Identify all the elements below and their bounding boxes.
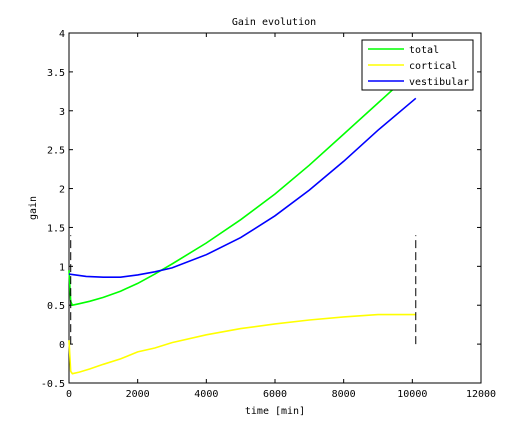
- x-tick-label: 0: [66, 389, 72, 400]
- x-tick-label: 10000: [397, 389, 427, 400]
- series-line-cortical: [68, 313, 416, 375]
- x-axis-label: time [min]: [245, 406, 305, 417]
- series-lines: [68, 71, 417, 375]
- x-tick-label: 2000: [126, 389, 150, 400]
- y-tick-label: 0: [59, 340, 65, 351]
- y-tick-label: 0.5: [47, 301, 65, 312]
- legend-label-total: total: [409, 45, 439, 56]
- x-tick-label: 8000: [332, 389, 356, 400]
- y-axis-label: gain: [28, 196, 39, 220]
- axis-ticks: 0 2000 4000 6000 8000 10000 12000-0.500.511.52…: [41, 29, 496, 400]
- y-tick-label: -0.5: [41, 379, 65, 390]
- y-tick-label: 1: [59, 262, 65, 273]
- y-tick-label: 1.5: [47, 223, 65, 234]
- y-tick-label: 2: [59, 185, 65, 196]
- y-tick-label: 4: [59, 29, 65, 40]
- vertical-markers: [70, 235, 417, 345]
- y-tick-label: 2.5: [47, 146, 65, 157]
- x-tick-label: 6000: [263, 389, 287, 400]
- x-tick-label: 12000: [466, 389, 496, 400]
- x-tick-label: 4000: [194, 389, 218, 400]
- series-line-vestibular: [68, 97, 417, 279]
- y-tick-label: 3: [59, 107, 65, 118]
- chart-title: Gain evolution: [232, 17, 316, 28]
- y-tick-label: 3.5: [47, 68, 65, 79]
- legend-label-cortical: cortical: [409, 61, 457, 72]
- legend: total cortical vestibular: [361, 39, 474, 91]
- legend-label-vestibular: vestibular: [409, 77, 469, 88]
